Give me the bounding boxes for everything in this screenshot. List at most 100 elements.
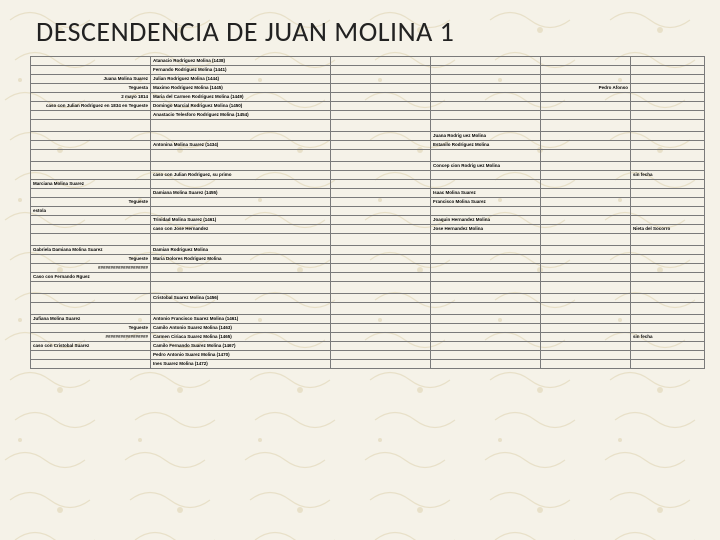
table-cell: Jufiana Molina Suarez xyxy=(31,315,151,324)
table-cell xyxy=(541,180,631,189)
table-cell xyxy=(331,189,431,198)
table-cell xyxy=(431,294,541,303)
table-cell xyxy=(431,207,541,216)
table-cell xyxy=(431,324,541,333)
table-cell xyxy=(541,132,631,141)
table-cell: sin fecha xyxy=(631,171,705,180)
table-cell: Atanacio Rodriguez Molina (1438) xyxy=(151,57,331,66)
table-cell: Nieta del Socorro xyxy=(631,225,705,234)
table-cell xyxy=(331,75,431,84)
table-cell xyxy=(541,198,631,207)
table-cell: Estanilo Rodriguez Molina xyxy=(431,141,541,150)
table-cell xyxy=(151,282,331,294)
table-cell xyxy=(541,351,631,360)
table-cell xyxy=(331,303,431,315)
table-cell xyxy=(631,162,705,171)
table-cell xyxy=(331,294,431,303)
table-cell xyxy=(431,120,541,132)
table-cell xyxy=(541,111,631,120)
table-cell: Gabriela Damiana Molina Suarez xyxy=(31,246,151,255)
table-cell xyxy=(331,207,431,216)
table-cell xyxy=(331,111,431,120)
table-cell xyxy=(631,93,705,102)
table-cell xyxy=(631,324,705,333)
table-cell xyxy=(631,342,705,351)
table-cell xyxy=(431,102,541,111)
table-cell xyxy=(331,333,431,342)
table-cell xyxy=(31,294,151,303)
table-cell xyxy=(31,66,151,75)
table-cell xyxy=(431,264,541,273)
table-cell xyxy=(431,93,541,102)
table-cell: Camilo Antonio Suarez Molina (1463) xyxy=(151,324,331,333)
table-cell xyxy=(631,282,705,294)
table-cell xyxy=(331,66,431,75)
table-cell xyxy=(431,111,541,120)
table-cell xyxy=(431,315,541,324)
table-cell xyxy=(541,171,631,180)
table-cell: Fernando Rodriguez Molina (1441) xyxy=(151,66,331,75)
table-cell xyxy=(331,141,431,150)
table-cell xyxy=(331,102,431,111)
table-cell xyxy=(541,102,631,111)
table-cell: Tegueste xyxy=(31,198,151,207)
table-cell: sin fecha xyxy=(631,333,705,342)
table-cell xyxy=(151,303,331,315)
table-cell xyxy=(431,234,541,246)
table-cell xyxy=(31,360,151,369)
table-cell: Domingo Marcial Rodriguez Molina (1450) xyxy=(151,102,331,111)
table-cell xyxy=(331,315,431,324)
table-cell xyxy=(431,333,541,342)
table-cell xyxy=(331,264,431,273)
table-cell xyxy=(631,102,705,111)
table-cell xyxy=(631,234,705,246)
table-cell xyxy=(541,141,631,150)
table-cell xyxy=(541,57,631,66)
table-cell: Damian Rodriguez Molina xyxy=(151,246,331,255)
table-cell xyxy=(431,246,541,255)
table-cell: Tegueste xyxy=(31,255,151,264)
table-cell: Marciana Molina Suarez xyxy=(31,180,151,189)
table-cell: caso con Julian Rodriguez en 1834 en Teg… xyxy=(31,102,151,111)
table-cell xyxy=(331,180,431,189)
table-cell xyxy=(541,162,631,171)
table-cell xyxy=(331,324,431,333)
table-cell xyxy=(631,294,705,303)
table-cell xyxy=(331,132,431,141)
table-cell: Ines Suarez Molina (1472) xyxy=(151,360,331,369)
table-cell xyxy=(541,315,631,324)
table-cell xyxy=(31,57,151,66)
table-cell xyxy=(431,75,541,84)
table-cell xyxy=(431,180,541,189)
table-cell xyxy=(331,351,431,360)
table-cell: Caso con Fernando Rguez xyxy=(31,273,151,282)
table-cell xyxy=(331,234,431,246)
table-cell xyxy=(541,255,631,264)
table-cell xyxy=(151,273,331,282)
table-cell xyxy=(31,282,151,294)
table-cell xyxy=(151,207,331,216)
table-cell: Cristobal Suarez Molina (1456) xyxy=(151,294,331,303)
genealogy-table: Atanacio Rodriguez Molina (1438)Fernando… xyxy=(30,56,705,369)
table-cell xyxy=(631,255,705,264)
table-cell xyxy=(331,198,431,207)
table-cell: Julian Rodriguez Molina (1444) xyxy=(151,75,331,84)
table-cell xyxy=(431,84,541,93)
table-cell: Antonio Francisco Suarez Molina (1461) xyxy=(151,315,331,324)
table-cell xyxy=(541,234,631,246)
table-cell xyxy=(151,180,331,189)
table-cell xyxy=(541,282,631,294)
table-cell xyxy=(541,294,631,303)
table-cell: caso con Julian Rodriguez, su primo xyxy=(151,171,331,180)
table-cell xyxy=(631,303,705,315)
table-cell xyxy=(31,351,151,360)
table-cell xyxy=(431,303,541,315)
table-cell: Anastacio Telesforo Rodriguez Molina (14… xyxy=(151,111,331,120)
table-cell xyxy=(431,171,541,180)
table-cell xyxy=(541,66,631,75)
table-cell xyxy=(631,150,705,162)
table-cell xyxy=(31,132,151,141)
table-cell xyxy=(331,225,431,234)
table-cell xyxy=(31,120,151,132)
table-cell xyxy=(541,93,631,102)
